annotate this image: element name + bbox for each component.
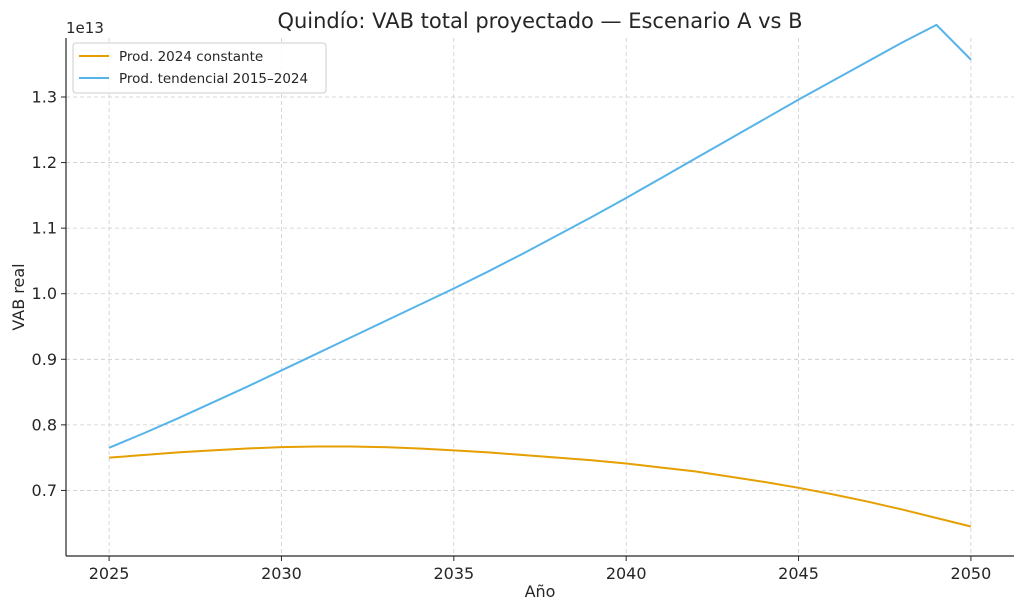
y-ticks: 0.7 0.8 0.9 1.0 1.1 1.2 1.3 (32, 88, 66, 500)
x-axis-label: Año (525, 582, 556, 601)
x-tick-label: 2050 (951, 564, 992, 583)
series-layer (108, 23, 972, 528)
y-tick-label: 1.0 (32, 284, 57, 303)
x-tick-label: 2045 (778, 564, 819, 583)
x-ticks: 2025 2030 2035 2040 2045 2050 (89, 556, 992, 583)
y-tick-label: 1.3 (32, 88, 57, 107)
y-offset-label: 1e13 (66, 19, 104, 37)
y-axis-label: VAB real (9, 263, 28, 330)
legend-label-constante: Prod. 2024 constante (119, 49, 263, 65)
legend: Prod. 2024 constante Prod. tendencial 20… (72, 42, 327, 94)
grid (66, 38, 1014, 556)
y-tick-label: 1.2 (32, 153, 57, 172)
axes (65, 38, 1014, 557)
series-line-1 (108, 23, 972, 449)
chart-title: Quindío: VAB total proyectado — Escenari… (277, 9, 802, 33)
legend-label-tendencial: Prod. tendencial 2015–2024 (119, 71, 308, 87)
series-line-0 (109, 445, 972, 528)
y-tick-label: 0.8 (32, 415, 57, 434)
x-tick-label: 2030 (261, 564, 302, 583)
x-tick-label: 2025 (89, 564, 130, 583)
x-tick-label: 2035 (433, 564, 474, 583)
y-tick-label: 1.1 (32, 219, 57, 238)
x-tick-label: 2040 (606, 564, 647, 583)
y-tick-label: 0.7 (32, 481, 57, 500)
legend-box (72, 42, 327, 94)
y-tick-label: 0.9 (32, 350, 57, 369)
